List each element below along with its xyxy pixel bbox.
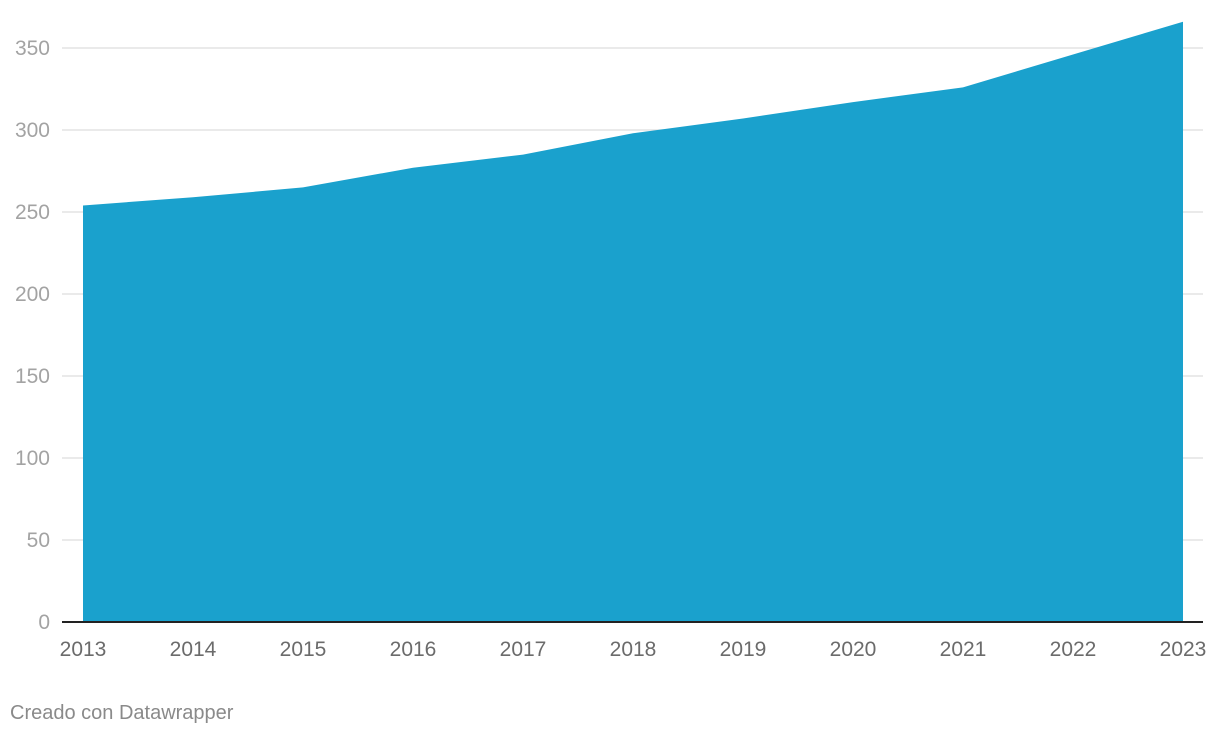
area-chart: 0 50 100 150 200 250 300 350 2013 2014 2015 2016 201… (15, 21, 1206, 661)
x-tick-label: 2017 (500, 638, 547, 661)
x-tick-label: 2020 (830, 638, 877, 661)
x-tick-label: 2021 (940, 638, 987, 661)
area-series (82, 21, 1184, 622)
area-series-fill (83, 21, 1183, 622)
axes: 0 50 100 150 200 250 300 350 2013 2014 2015 2016 201… (15, 37, 1206, 661)
x-tick-label: 2016 (390, 638, 437, 661)
y-tick-label: 0 (38, 611, 50, 634)
x-tick-label: 2019 (720, 638, 767, 661)
y-tick-label: 100 (15, 447, 50, 470)
x-tick-label: 2018 (610, 638, 657, 661)
credit-text: Creado con Datawrapper (10, 702, 234, 724)
y-tick-label: 50 (27, 529, 50, 552)
x-tick-label: 2015 (280, 638, 327, 661)
x-tick-label: 2013 (60, 638, 107, 661)
x-tick-label: 2022 (1050, 638, 1097, 661)
x-tick-label: 2023 (1160, 638, 1207, 661)
y-tick-label: 200 (15, 283, 50, 306)
y-tick-label: 250 (15, 201, 50, 224)
y-tick-label: 350 (15, 37, 50, 60)
y-tick-label: 150 (15, 365, 50, 388)
y-tick-label: 300 (15, 119, 50, 142)
x-tick-label: 2014 (170, 638, 217, 661)
